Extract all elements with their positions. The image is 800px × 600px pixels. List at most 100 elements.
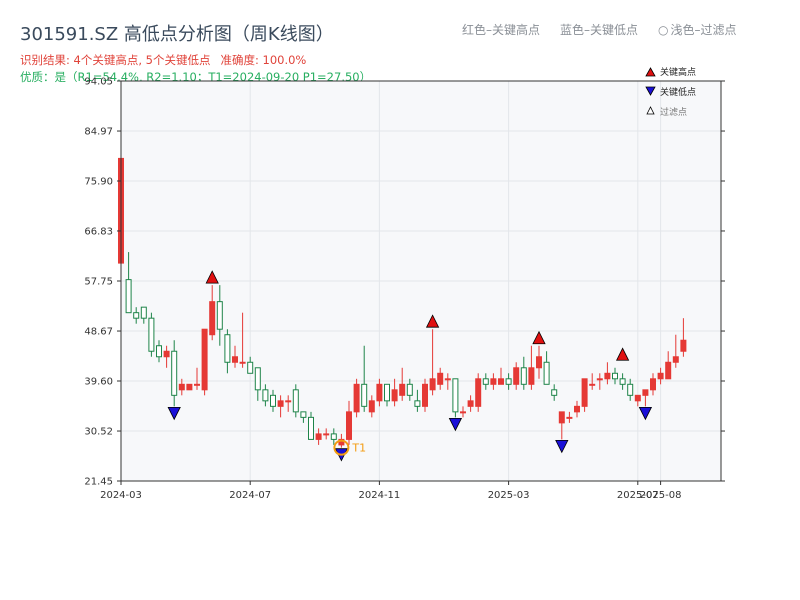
legend-filter-marker xyxy=(646,106,655,115)
x-tick-label: 2024-03 xyxy=(100,490,142,501)
key-high-marker xyxy=(532,330,546,345)
result-text: 识别结果: 4个关键高点, 5个关键低点 xyxy=(20,53,211,67)
candle-body xyxy=(384,383,390,402)
candle-body xyxy=(543,361,550,385)
candle-body xyxy=(574,405,580,413)
key-low-marker xyxy=(448,417,463,432)
x-tick-label: 2025-03 xyxy=(488,490,530,501)
candle-body xyxy=(604,372,611,380)
chart-title: 301591.SZ 高低点分析图（周K线图） xyxy=(20,24,334,45)
candle-body xyxy=(148,317,155,352)
candle-body xyxy=(596,378,603,381)
candle-body xyxy=(429,378,436,391)
candle-body xyxy=(292,389,299,413)
candle-body xyxy=(634,394,641,402)
candle-body xyxy=(657,372,664,380)
candle-body xyxy=(300,411,307,418)
candle-body xyxy=(627,383,634,396)
candle-body xyxy=(391,389,398,402)
legend-low-marker xyxy=(645,86,656,96)
key-high-marker xyxy=(615,347,630,361)
key-high-marker xyxy=(425,314,440,328)
legend-high-label: 关键高点 xyxy=(660,66,696,78)
candle-body xyxy=(437,372,444,385)
candle-body xyxy=(558,411,565,424)
candle-body xyxy=(368,400,375,413)
candle-body xyxy=(308,416,314,440)
candle-body xyxy=(201,328,208,391)
y-tick-label: 84.97 xyxy=(84,127,113,138)
candle-body xyxy=(247,361,254,374)
candle-body xyxy=(209,301,216,336)
accuracy-text: 准确度: 100.0% xyxy=(220,53,307,67)
candle-body xyxy=(680,339,687,352)
y-tick-label: 39.60 xyxy=(84,377,113,388)
candle-body xyxy=(566,416,573,419)
top-legend: 红色–关键高点 蓝色–关键低点 ○ 浅色–过滤点 xyxy=(462,21,757,38)
candle-body xyxy=(171,350,178,396)
candle-body xyxy=(315,433,322,440)
x-tick-label: 2024-11 xyxy=(359,490,401,501)
candle-body xyxy=(482,378,489,385)
candle-body xyxy=(216,301,223,330)
key-high-marker xyxy=(205,270,219,284)
candle-body xyxy=(467,400,474,407)
circle-icon: ○ xyxy=(658,23,669,37)
candle-body xyxy=(323,433,330,436)
result-line: 识别结果: 4个关键高点, 5个关键低点 准确度: 100.0% xyxy=(20,52,316,68)
candle-body xyxy=(140,306,147,319)
candle-body xyxy=(399,383,406,396)
candle-body xyxy=(589,383,596,386)
candle-body xyxy=(498,378,504,385)
candle-body xyxy=(262,389,269,402)
candle-body xyxy=(285,400,292,403)
candle-body xyxy=(346,411,352,440)
candle-body xyxy=(513,367,520,385)
candle-body xyxy=(414,400,421,407)
candle-body xyxy=(422,383,428,407)
legend-light-text: 浅色–过滤点 xyxy=(670,23,737,37)
candle-body xyxy=(178,383,185,391)
legend-filter-label: 过滤点 xyxy=(660,106,687,118)
candles xyxy=(118,157,687,448)
candle-body xyxy=(254,367,261,391)
y-axis-ticks: 21.45 30.52 39.60 48.67 57.75 66.83 75.90 84.97… xyxy=(84,77,725,488)
y-tick-label: 66.83 xyxy=(84,226,113,237)
legend-red-text: 红色–关键高点 xyxy=(462,23,541,37)
legend-blue-text: 蓝色–关键低点 xyxy=(560,23,639,37)
y-tick-label: 57.75 xyxy=(84,277,113,288)
x-tick-label: 2025-08 xyxy=(640,490,682,501)
candle-body xyxy=(460,411,466,414)
x-tick-label: 2024-07 xyxy=(229,490,271,501)
candle-body xyxy=(536,356,542,369)
candle-body xyxy=(406,383,413,396)
candle-body xyxy=(551,389,558,396)
legend-low-label: 关键低点 xyxy=(660,86,696,98)
candle-body xyxy=(376,383,383,402)
candle-body xyxy=(444,378,451,381)
candle-body xyxy=(475,378,482,407)
y-tick-label: 75.90 xyxy=(84,177,113,188)
candle-body xyxy=(270,394,276,407)
candle-body xyxy=(361,383,368,407)
x-axis-ticks: 2024-03 2024-07 2024-11 2025-03 2025-072025-… xyxy=(100,481,681,501)
candle-body xyxy=(490,378,497,385)
candle-body xyxy=(612,372,618,380)
candle-body xyxy=(194,383,200,386)
t1-label: T1 xyxy=(351,442,366,455)
t1-circle xyxy=(333,439,350,456)
candle-body xyxy=(452,378,459,413)
candle-body xyxy=(650,378,656,391)
candle-body xyxy=(520,367,527,385)
candle-body xyxy=(224,334,231,363)
candle-body xyxy=(133,312,140,319)
candle-body xyxy=(125,279,132,314)
y-tick-label: 94.05 xyxy=(84,77,113,88)
y-tick-label: 21.45 xyxy=(84,477,113,488)
candle-body xyxy=(239,361,246,364)
legend-high-marker xyxy=(645,67,656,77)
legend: 关键高点 关键低点 过滤点 xyxy=(645,66,696,118)
candle-body xyxy=(353,383,360,413)
candle-body xyxy=(505,378,512,385)
